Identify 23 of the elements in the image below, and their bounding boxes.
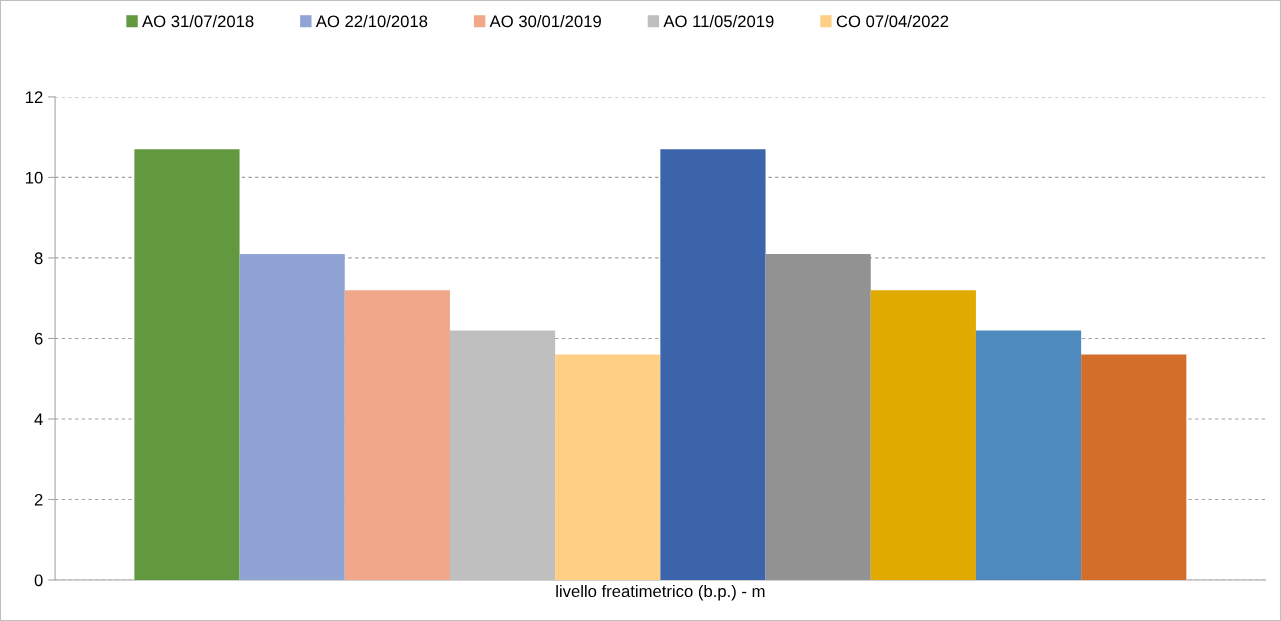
bar bbox=[555, 354, 661, 581]
y-tick-label: 12 bbox=[26, 91, 43, 103]
y-tick-label: 2 bbox=[34, 493, 43, 506]
bar bbox=[765, 253, 871, 581]
y-tick-label: 10 bbox=[26, 171, 43, 184]
bar bbox=[449, 330, 556, 581]
x-tick-label: livello freatimetrico (b.p.) - m bbox=[556, 584, 765, 601]
bar bbox=[975, 330, 1082, 581]
bar bbox=[239, 253, 345, 581]
y-tick-label: 8 bbox=[34, 252, 43, 265]
y-tick-label: 4 bbox=[34, 413, 43, 426]
legend-label: AO 30/01/2019 bbox=[489, 15, 601, 28]
bar bbox=[344, 290, 450, 581]
bar bbox=[660, 149, 766, 581]
legend-label: CO 07/04/2022 bbox=[836, 15, 949, 28]
y-tick-label: 0 bbox=[34, 574, 43, 587]
y-tick-label: 6 bbox=[34, 332, 43, 345]
bar bbox=[870, 290, 976, 581]
legend-label: AO 22/10/2018 bbox=[315, 15, 428, 28]
legend-label: AO 11/05/2019 bbox=[663, 15, 774, 28]
legend-label: AO 31/07/2018 bbox=[142, 15, 254, 28]
bar bbox=[1081, 354, 1187, 581]
bar bbox=[134, 149, 240, 581]
